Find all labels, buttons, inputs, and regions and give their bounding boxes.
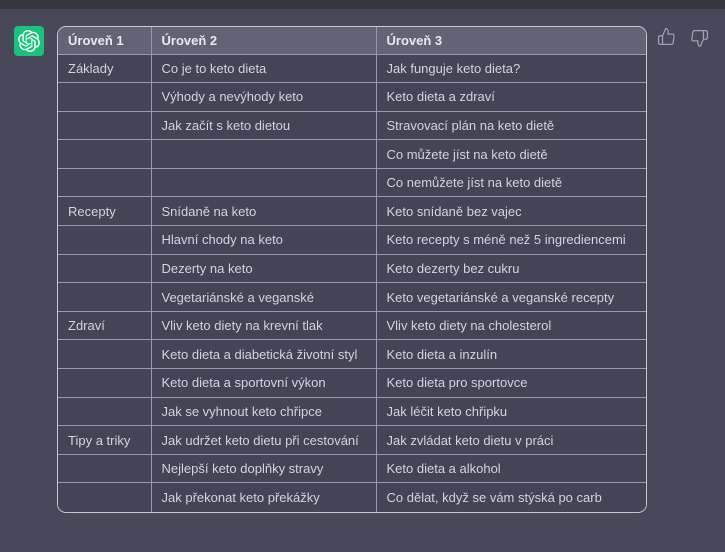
table-cell: [58, 339, 152, 370]
table-body: Základy Co je to keto dieta Jak funguje ke…: [58, 53, 646, 512]
thumbs-down-button[interactable]: [689, 29, 709, 49]
table-row: Jak začít s keto dietou Stravovací plán n…: [58, 110, 646, 141]
thumbs-down-icon: [690, 29, 708, 48]
table-cell: Jak funguje keto dieta?: [375, 53, 646, 84]
table-row: Nejlepší keto doplňky stravy Keto dieta a…: [58, 453, 646, 484]
thumbs-up-button[interactable]: [656, 27, 676, 47]
table-cell: Keto dezerty bez cukru: [375, 253, 646, 284]
table-header-cell: Úroveň 1: [58, 27, 152, 55]
table-header-cell: Úroveň 2: [150, 27, 377, 55]
table-cell: Snídaně na keto: [150, 196, 377, 227]
table-cell: Jak zvládat keto dietu v práci: [375, 425, 646, 455]
table-cell: [58, 225, 152, 255]
table-cell: Jak se vyhnout keto chřipce: [150, 396, 377, 427]
table-cell: [58, 139, 152, 169]
table-row: Úroveň 1 Úroveň 2 Úroveň 3: [58, 27, 646, 55]
table-cell: [58, 453, 152, 484]
table-cell: Vegetariánské a veganské: [150, 282, 377, 312]
table-cell: Keto dieta a inzulín: [375, 339, 646, 370]
table-row: Výhody a nevýhody keto Keto dieta a zdrav…: [58, 82, 646, 112]
table-cell: Keto recepty s méně než 5 ingrediencemi: [375, 225, 646, 255]
table-cell: [150, 139, 377, 169]
table-cell: [150, 167, 377, 198]
table-header-cell: Úroveň 3: [375, 27, 646, 55]
table-cell: Keto dieta a alkohol: [375, 453, 646, 484]
table-cell: [58, 253, 152, 284]
thumbs-up-icon: [657, 27, 675, 46]
table-cell: [58, 368, 152, 398]
table-cell: Zdraví: [58, 310, 152, 341]
table-row: Jak se vyhnout keto chřipce Jak léčit ket…: [58, 396, 646, 427]
chatgpt-avatar: [14, 26, 44, 56]
table-cell: Vliv keto diety na krevní tlak: [150, 310, 377, 341]
table-cell: Co můžete jíst na keto dietě: [375, 139, 646, 169]
table-cell: Recepty: [58, 196, 152, 227]
top-bar: [0, 0, 725, 9]
table-cell: Nejlepší keto doplňky stravy: [150, 453, 377, 484]
table-cell: Jak začít s keto dietou: [150, 110, 377, 141]
table-row: Recepty Snídaně na keto Keto snídaně bez v…: [58, 196, 646, 227]
table-row: Dezerty na keto Keto dezerty bez cukru: [58, 253, 646, 284]
table-cell: Dezerty na keto: [150, 253, 377, 284]
table-cell: [58, 396, 152, 427]
table-cell: Keto dieta pro sportovce: [375, 368, 646, 398]
table-row: Co nemůžete jíst na keto dietě: [58, 167, 646, 198]
table-cell: Jak překonat keto překážky: [150, 482, 377, 512]
table-cell: [58, 167, 152, 198]
table-row: Co můžete jíst na keto dietě: [58, 139, 646, 169]
table-header-row: Úroveň 1 Úroveň 2 Úroveň 3: [58, 27, 646, 55]
table-cell: Keto dieta a sportovní výkon: [150, 368, 377, 398]
table-row: Keto dieta a diabetická životní styl Keto…: [58, 339, 646, 370]
table-cell: Keto vegetariánské a veganské recepty: [375, 282, 646, 312]
message-actions: [656, 27, 709, 49]
table-cell: Základy: [58, 53, 152, 84]
table-cell: Výhody a nevýhody keto: [150, 82, 377, 112]
table-row: Hlavní chody na keto Keto recepty s méně …: [58, 225, 646, 255]
table-row: Zdraví Vliv keto diety na krevní tlak Vliv…: [58, 310, 646, 341]
table-cell: Tipy a triky: [58, 425, 152, 455]
table-cell: Stravovací plán na keto dietě: [375, 110, 646, 141]
table-cell: [58, 482, 152, 512]
table-row: Vegetariánské a veganské Keto vegetariáns…: [58, 282, 646, 312]
keto-table: Úroveň 1 Úroveň 2 Úroveň 3 Základy Co je to…: [57, 26, 647, 513]
table-cell: Hlavní chody na keto: [150, 225, 377, 255]
table-row: Tipy a triky Jak udržet keto dietu při ce…: [58, 425, 646, 455]
table-cell: Keto snídaně bez vajec: [375, 196, 646, 227]
openai-logo-icon: [18, 30, 40, 52]
table-row: Keto dieta a sportovní výkon Keto dieta p…: [58, 368, 646, 398]
table-cell: [58, 82, 152, 112]
table-cell: Vliv keto diety na cholesterol: [375, 310, 646, 341]
table-cell: Keto dieta a zdraví: [375, 82, 646, 112]
table-cell: Jak léčit keto chřipku: [375, 396, 646, 427]
table-cell: Keto dieta a diabetická životní styl: [150, 339, 377, 370]
table-cell: Co je to keto dieta: [150, 53, 377, 84]
table-cell: [58, 282, 152, 312]
table-row: Jak překonat keto překážky Co dělat, když…: [58, 482, 646, 512]
table-row: Základy Co je to keto dieta Jak funguje ke…: [58, 53, 646, 84]
table-cell: Co nemůžete jíst na keto dietě: [375, 167, 646, 198]
table-cell: Jak udržet keto dietu při cestování: [150, 425, 377, 455]
table-cell: Co dělat, když se vám stýská po carb: [375, 482, 646, 512]
table-cell: [58, 110, 152, 141]
